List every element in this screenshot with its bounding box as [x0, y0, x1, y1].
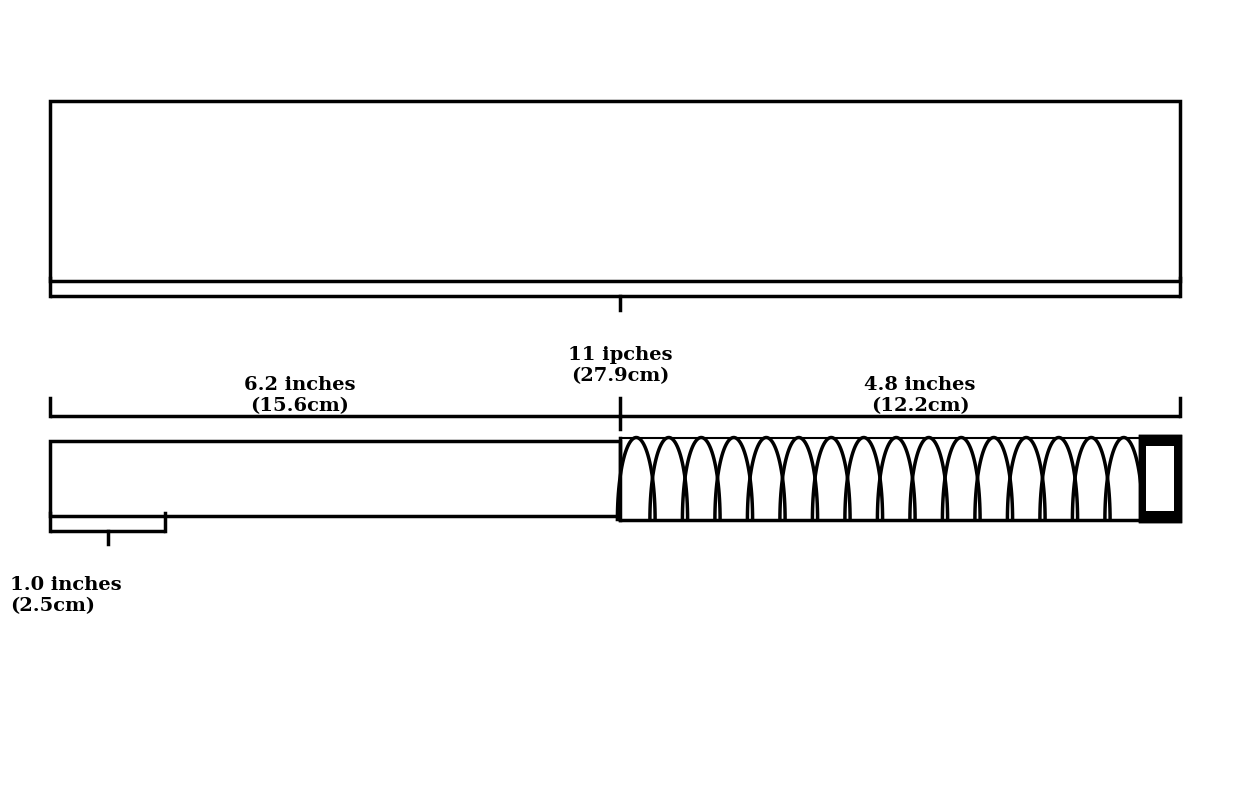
Text: 6.2 inches
(15.6cm): 6.2 inches (15.6cm) [244, 376, 356, 415]
Polygon shape [780, 437, 817, 520]
Bar [1140, 436, 1180, 521]
Polygon shape [748, 437, 785, 520]
Polygon shape [942, 437, 980, 520]
Text: 11 ipches
(27.9cm): 11 ipches (27.9cm) [568, 346, 672, 384]
Polygon shape [878, 437, 915, 520]
Polygon shape [812, 437, 851, 520]
Text: 1.0 inches
(2.5cm): 1.0 inches (2.5cm) [10, 576, 122, 615]
Polygon shape [618, 437, 655, 520]
Bar [50, 101, 1180, 281]
Polygon shape [975, 437, 1013, 520]
Polygon shape [682, 437, 720, 520]
Polygon shape [1105, 437, 1142, 520]
Polygon shape [1007, 437, 1045, 520]
Polygon shape [844, 437, 883, 520]
Polygon shape [910, 437, 947, 520]
Bar [1146, 446, 1174, 511]
Polygon shape [1040, 437, 1078, 520]
Bar [1140, 436, 1180, 521]
Polygon shape [650, 437, 688, 520]
Bar [50, 441, 620, 516]
Polygon shape [1073, 437, 1110, 520]
Text: 4.8 inches
(12.2cm): 4.8 inches (12.2cm) [864, 376, 976, 415]
Polygon shape [715, 437, 753, 520]
